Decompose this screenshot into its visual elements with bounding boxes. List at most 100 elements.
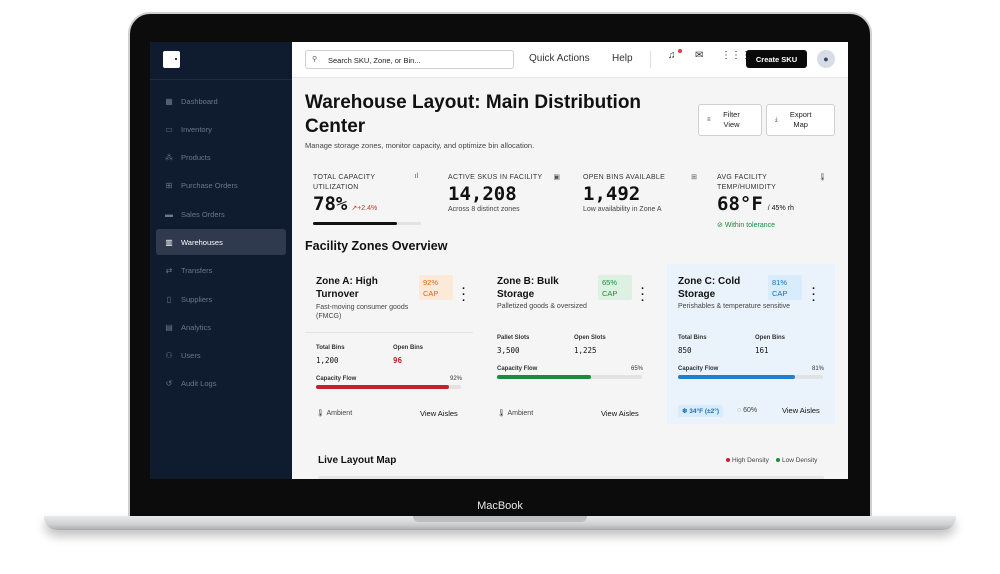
analytics-icon: ▤ <box>165 322 173 332</box>
environment-label: 🌡︎ Ambient <box>316 410 353 417</box>
zone-description: Palletized goods & oversized <box>497 303 587 310</box>
zone-card-a[interactable]: Zone A: High Turnover 92% CAP · · · Fast-m… <box>305 264 473 424</box>
zone-title: Zone A: High Turnover <box>316 276 378 300</box>
kpi-temperature: Avg Facility Temp/Humidity 🌡︎ 68°F/ 45% … <box>717 173 827 229</box>
metric-label: Total Bins <box>678 335 707 341</box>
sidebar-item-label: Dashboard <box>181 96 218 106</box>
humidity-label: ◌ 60% <box>737 407 758 414</box>
supplier-icon: ▯ <box>166 294 172 304</box>
sidebar-item-analytics[interactable]: ▤ Analytics <box>156 314 286 340</box>
kpi-value: 78% ↗+2.4% <box>313 193 378 215</box>
more-menu-icon[interactable]: · · · <box>462 283 466 307</box>
sidebar-item-products[interactable]: ⁂ Products <box>156 145 286 171</box>
bell-icon[interactable]: ♫ <box>668 50 676 61</box>
capacity-flow-label: Capacity Flow <box>497 366 538 372</box>
sidebar-item-suppliers[interactable]: ▯ Suppliers <box>156 286 286 312</box>
zone-card-c[interactable]: Zone C: Cold Storage 81% CAP · · · Perisha… <box>667 264 835 424</box>
sidebar-item-purchase-orders[interactable]: ⊞ Purchase Orders <box>156 173 286 199</box>
export-map-label: Export Map <box>789 110 812 129</box>
sidebar-item-label: Audit Logs <box>181 379 217 389</box>
apps-grid-icon[interactable]: ⋮⋮⋮ <box>721 50 751 61</box>
sidebar-item-label: Products <box>181 153 211 163</box>
view-aisles-link[interactable]: View Aisles <box>782 406 820 415</box>
sidebar-nav: ▦ Dashboard ▭ Inventory ⁂ Products ⊞ Purchas… <box>156 88 286 399</box>
kpi-capacity: Total Capacity Utilization ıl 78% ↗+2.4% <box>313 173 438 225</box>
search-box[interactable]: ⚲ <box>305 50 514 69</box>
export-map-button[interactable]: ⤓ Export Map <box>766 104 835 136</box>
metric-label: Open Bins <box>393 345 424 351</box>
metric-value-alert: 96 <box>393 356 403 365</box>
sidebar-divider <box>150 79 292 80</box>
kpi-open-bins: Open Bins Available ⊞ 1,492 Low availabi… <box>583 173 708 213</box>
history-icon: ↺ <box>165 379 173 389</box>
more-menu-icon[interactable]: · · · <box>641 283 645 307</box>
sidebar-item-label: Transfers <box>181 266 213 276</box>
truck-icon: ▬ <box>165 209 173 219</box>
kpi-label: Active SKUs in Facility <box>448 174 543 181</box>
snowflake-icon: ❄ <box>682 408 688 415</box>
filter-view-button[interactable]: ≡ Filter View <box>698 104 762 136</box>
building-icon: ▥ <box>165 237 173 247</box>
capacity-flow-percent: 81% <box>812 366 825 372</box>
sidebar-item-label: Users <box>181 351 201 361</box>
kpi-active-skus: Active SKUs in Facility ▣ 14,208 Across … <box>448 173 573 213</box>
filter-icon: ≡ <box>707 117 711 123</box>
app-logo[interactable] <box>163 51 180 68</box>
sidebar-item-inventory[interactable]: ▭ Inventory <box>156 116 286 142</box>
live-map-canvas[interactable] <box>318 476 824 479</box>
metric-value: 1,225 <box>574 346 597 355</box>
page-subtitle: Manage storage zones, monitor capacity, … <box>305 141 535 150</box>
sidebar-item-users[interactable]: ⚇ Users <box>156 343 286 369</box>
zone-description: Perishables & temperature sensitive <box>678 303 791 310</box>
main-content: ⚲ Quick Actions Help ♫ ✉ ⋮⋮⋮ Create SKU … <box>292 42 848 479</box>
filter-view-label: Filter View <box>723 110 740 129</box>
sidebar-item-transfers[interactable]: ⇄ Transfers <box>156 258 286 284</box>
metric-label: Open Slots <box>574 335 606 341</box>
legend-high-density: High Density <box>726 457 769 464</box>
capacity-flow-bar <box>678 375 823 379</box>
view-aisles-link[interactable]: View Aisles <box>420 409 458 418</box>
capacity-flow-bar <box>316 385 461 389</box>
metric-value: 3,500 <box>497 346 520 355</box>
laptop-base <box>44 516 956 530</box>
transfer-icon: ⇄ <box>165 266 173 276</box>
sidebar-item-label: Suppliers <box>181 294 213 304</box>
device-label: MacBook <box>477 500 523 512</box>
sidebar-item-label: Inventory <box>181 124 212 134</box>
thermometer-icon: 🌡︎ <box>316 410 325 417</box>
temperature-chip: ❄ 34°F (±2°) <box>678 405 723 417</box>
capacity-flow-label: Capacity Flow <box>678 366 719 372</box>
sidebar: ▦ Dashboard ▭ Inventory ⁂ Products ⊞ Purchas… <box>150 42 292 479</box>
kpi-label: Avg Facility Temp/Humidity <box>717 174 777 191</box>
sidebar-item-label: Warehouses <box>181 237 223 247</box>
zone-card-b[interactable]: Zone B: Bulk Storage 65% CAP · · · Palleti… <box>486 264 654 424</box>
check-circle-icon: ⊘ <box>717 222 723 229</box>
sidebar-item-dashboard[interactable]: ▦ Dashboard <box>156 88 286 114</box>
inventory-icon: ▭ <box>165 124 173 134</box>
metric-label: Total Bins <box>316 345 345 351</box>
metric-value: 850 <box>678 346 692 355</box>
sidebar-item-warehouses[interactable]: ▥ Warehouses <box>156 229 286 256</box>
laptop-notch <box>413 516 587 522</box>
quick-actions-link[interactable]: Quick Actions <box>529 53 590 64</box>
zone-divider <box>305 332 473 333</box>
more-menu-icon[interactable]: · · · <box>812 283 816 307</box>
sidebar-item-sales-orders[interactable]: ▬ Sales Orders <box>156 201 286 227</box>
zone-description: Fast-moving consumer goods (FMCG) <box>316 304 409 320</box>
zone-title: Zone C: Cold Storage <box>678 276 741 300</box>
create-sku-button[interactable]: Create SKU <box>746 50 807 68</box>
kpi-label: Open Bins Available <box>583 174 666 181</box>
kpi-value: 1,492 <box>583 183 641 205</box>
user-avatar[interactable]: ● <box>817 50 835 68</box>
sidebar-item-label: Purchase Orders <box>181 181 238 191</box>
zone-title: Zone B: Bulk Storage <box>497 276 559 300</box>
capacity-flow-label: Capacity Flow <box>316 376 357 382</box>
sidebar-item-audit-logs[interactable]: ↺ Audit Logs <box>156 371 286 397</box>
view-aisles-link[interactable]: View Aisles <box>601 409 639 418</box>
sidebar-item-label: Analytics <box>181 322 212 332</box>
search-input[interactable] <box>328 54 508 66</box>
help-link[interactable]: Help <box>612 53 633 64</box>
mail-icon[interactable]: ✉ <box>695 50 704 61</box>
kpi-delta: ↗+2.4% <box>351 205 378 212</box>
